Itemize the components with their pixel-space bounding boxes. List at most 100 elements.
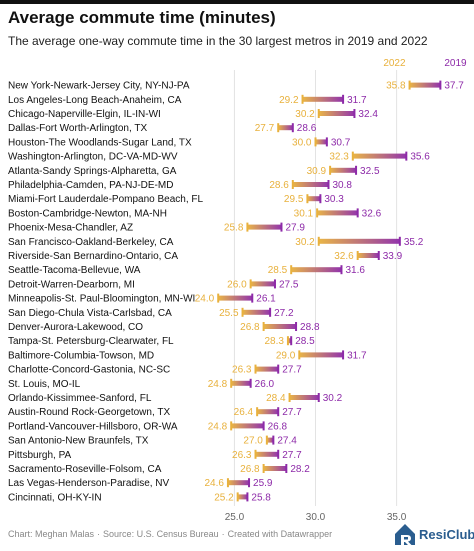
value-label-2022: 25.5 <box>219 308 239 319</box>
dot-2019 <box>377 251 380 260</box>
value-label-2019: 26.8 <box>268 421 288 432</box>
metro-label: Denver-Aurora-Lakewood, CO <box>8 322 143 333</box>
dot-2019 <box>353 109 356 118</box>
value-label-2019: 27.7 <box>282 450 302 461</box>
change-bar <box>315 139 327 145</box>
logo-name: ResiClub <box>419 527 474 542</box>
value-label-2019: 35.6 <box>410 152 430 163</box>
metro-label: Portland-Vancouver-Hillsboro, OR-WA <box>8 421 178 432</box>
change-bar <box>231 380 251 386</box>
value-label-2022: 28.6 <box>269 180 289 191</box>
dot-2019 <box>325 137 328 147</box>
change-bar <box>330 167 357 173</box>
dot-2019 <box>342 94 345 104</box>
value-label-2022: 24.0 <box>195 294 215 305</box>
dot-2019 <box>340 265 343 275</box>
dot-2019 <box>277 449 280 459</box>
value-label-2019: 26.1 <box>256 294 276 305</box>
value-label-2019: 30.3 <box>324 194 344 205</box>
value-label-2019: 27.7 <box>282 365 302 376</box>
value-label-2019: 31.7 <box>347 95 367 106</box>
change-bar <box>218 295 253 301</box>
metro-label: Boston-Cambridge-Newton, MA-NH <box>8 208 167 219</box>
dot-2019 <box>262 421 265 431</box>
x-axis-ticks: 25.0 30.0 35.0 <box>225 512 407 520</box>
value-label-2022: 26.4 <box>234 407 254 418</box>
metro-label: San Antonio-New Braunfels, TX <box>8 436 149 447</box>
change-bar <box>266 437 274 443</box>
value-label-2019: 30.8 <box>332 180 352 191</box>
x-tick-label: 25.0 <box>225 512 245 520</box>
dot-2022 <box>408 80 411 90</box>
change-bar <box>250 281 275 287</box>
metro-label: Seattle-Tacoma-Bellevue, WA <box>8 265 141 276</box>
change-bar <box>318 238 400 244</box>
change-bar <box>255 366 279 372</box>
change-bar <box>317 210 358 216</box>
dot-2019 <box>290 336 293 346</box>
value-label-2019: 27.2 <box>274 308 294 319</box>
legend: 2022 2019 <box>383 58 467 69</box>
dot-2019 <box>277 364 280 374</box>
value-label-2022: 26.8 <box>240 464 260 475</box>
value-label-2022: 26.3 <box>232 450 252 461</box>
dot-2022 <box>241 307 244 317</box>
value-label-2019: 35.2 <box>404 237 424 248</box>
dot-2019 <box>439 80 442 90</box>
metro-label: Washington-Arlington, DC-VA-MD-WV <box>8 152 178 163</box>
x-tick-label: 30.0 <box>306 512 326 520</box>
change-bar <box>352 153 407 159</box>
source-credit: Source: U.S. Census Bureau <box>103 529 219 539</box>
metro-label: Riverside-San Bernardino-Ontario, CA <box>8 251 178 262</box>
dot-2019 <box>269 307 272 317</box>
dot-2019 <box>327 180 330 189</box>
dot-2019 <box>248 478 251 488</box>
value-label-2019: 26.0 <box>255 379 275 390</box>
tool-credit: Created with Datawrapper <box>227 529 333 539</box>
value-label-2022: 28.4 <box>266 393 286 404</box>
dot-2019 <box>249 378 252 388</box>
value-label-2019: 28.2 <box>290 464 310 475</box>
chart-subtitle: The average one-way commute time in the … <box>8 34 428 48</box>
value-label-2022: 29.2 <box>279 95 299 106</box>
dot-2019 <box>280 222 283 232</box>
value-label-2019: 27.4 <box>277 436 297 447</box>
dot-2022 <box>314 137 317 147</box>
change-bar <box>257 409 279 415</box>
dot-2022 <box>226 478 229 488</box>
value-label-2019: 28.5 <box>295 336 315 347</box>
metro-label: Cincinnati, OH-KY-IN <box>8 492 102 503</box>
value-label-2019: 31.6 <box>345 265 365 276</box>
metro-label: St. Louis, MO-IL <box>8 379 81 390</box>
value-label-2022: 24.8 <box>208 379 228 390</box>
metro-label: Dallas-Fort Worth-Arlington, TX <box>8 123 147 134</box>
dot-2022 <box>329 165 332 175</box>
value-label-2022: 32.3 <box>329 152 349 163</box>
dot-2022 <box>317 236 320 246</box>
dot-2019 <box>277 407 280 417</box>
dot-2019 <box>405 151 408 161</box>
metro-label: Chicago-Naperville-Elgin, IL-IN-WI <box>8 109 161 120</box>
dot-2019 <box>273 279 276 289</box>
metro-label: Pittsburgh, PA <box>8 450 72 461</box>
metro-label: Sacramento-Roseville-Folsom, CA <box>8 464 162 475</box>
value-label-2019: 25.8 <box>251 492 271 503</box>
value-label-2022: 32.6 <box>334 251 354 262</box>
legend-2019: 2019 <box>444 58 467 69</box>
dot-2022 <box>256 407 259 417</box>
metro-label: New York-Newark-Jersey City, NY-NJ-PA <box>8 81 190 92</box>
dot-2022 <box>286 336 289 346</box>
metro-label: Charlotte-Concord-Gastonia, NC-SC <box>8 365 170 376</box>
chart-credit: Chart: Meghan Malas <box>8 529 95 539</box>
change-bar <box>247 224 282 230</box>
metro-label: Las Vegas-Henderson-Paradise, NV <box>8 478 170 489</box>
value-label-2019: 27.5 <box>279 279 299 290</box>
value-label-2019: 28.6 <box>297 123 317 134</box>
dot-2019 <box>246 492 249 502</box>
value-label-2022: 25.2 <box>214 492 234 503</box>
metro-label: San Diego-Chula Vista-Carlsbad, CA <box>8 308 172 319</box>
change-bar <box>289 395 319 400</box>
dot-2019 <box>295 322 298 331</box>
dot-2022 <box>288 393 291 402</box>
change-bar <box>409 82 441 88</box>
